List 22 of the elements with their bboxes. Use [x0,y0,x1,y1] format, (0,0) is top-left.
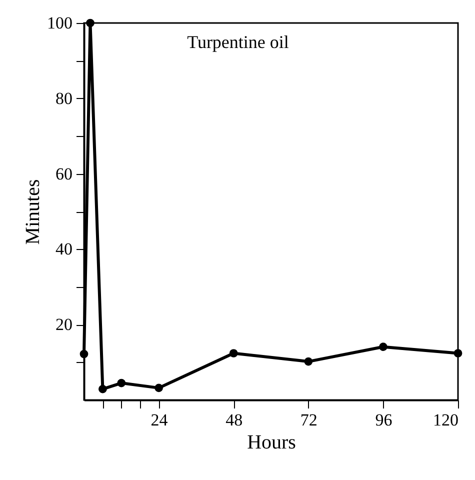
point [117,378,126,388]
x-tick-label: 120 [433,410,458,430]
y-axis-title: Minutes [22,179,44,245]
point [229,349,238,358]
x-tick-label: 48 [226,410,243,430]
x-tick-label: 96 [375,410,392,430]
point [154,384,163,392]
y-tick-label: 40 [56,240,72,259]
y-tick-label: 80 [56,88,72,108]
point [454,349,462,358]
point [379,342,388,352]
y-tick-label: 60 [56,164,72,184]
point [98,384,107,394]
y-tick-label: 20 [56,315,72,334]
annotation: Turpentine oil [187,32,289,52]
y-tick-label: 100 [47,14,72,32]
x-tick-label: 72 [300,410,318,430]
point [86,18,94,28]
x-axis-title: Hours [247,432,296,454]
point [304,357,313,366]
point [80,350,88,358]
x-tick-label: 24 [150,410,168,430]
